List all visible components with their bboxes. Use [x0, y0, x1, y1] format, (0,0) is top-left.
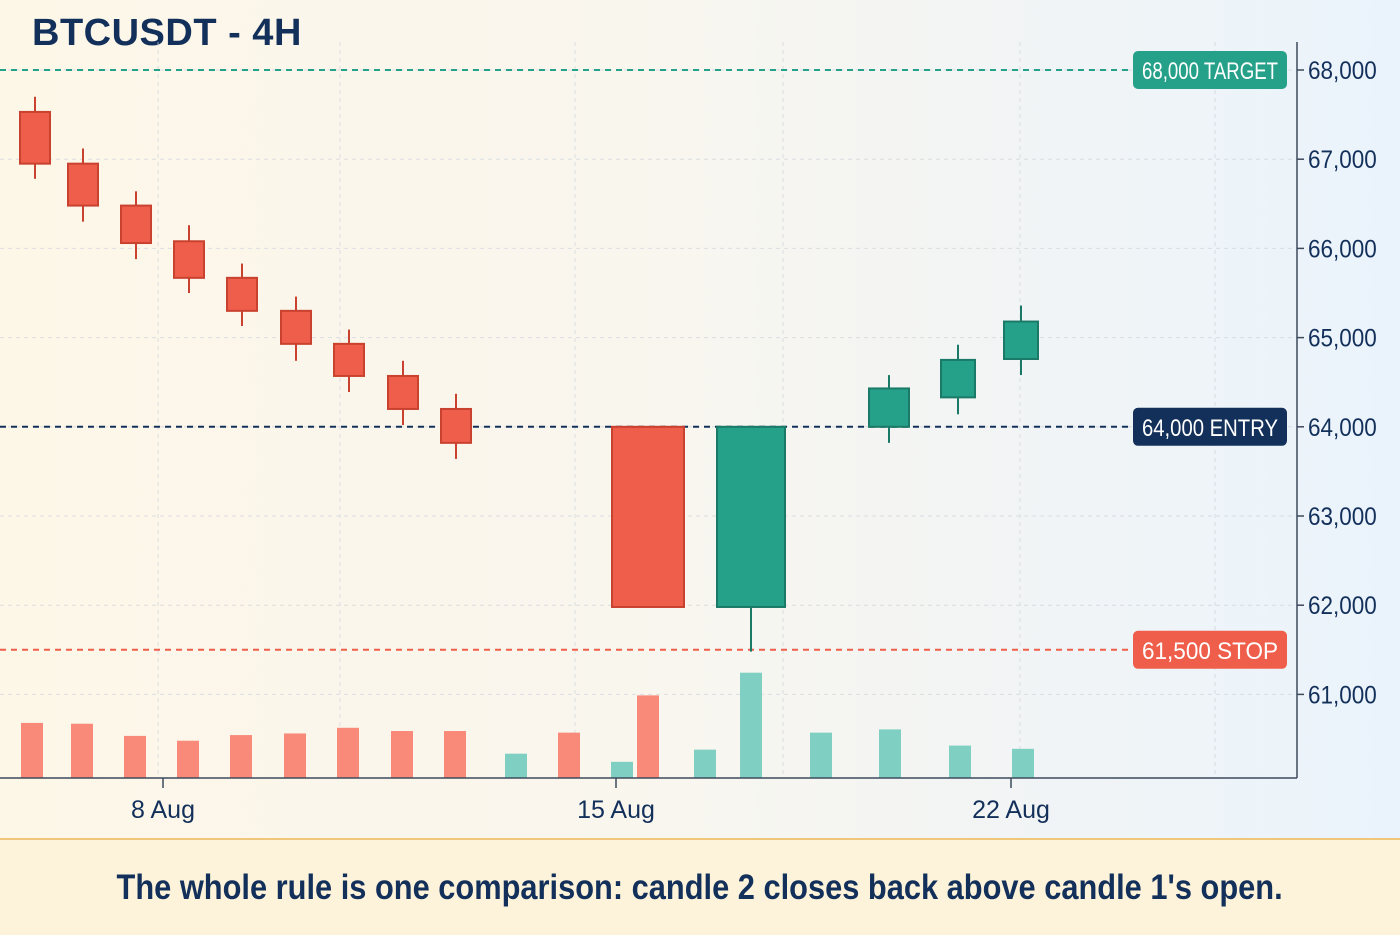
- candle-body: [333, 342, 365, 377]
- target-label-text: 68,000 TARGET: [1142, 58, 1278, 85]
- volume-bar: [124, 735, 146, 778]
- candle: [611, 425, 685, 608]
- y-tick-label: 65,000: [1308, 325, 1377, 353]
- grid: [0, 42, 1297, 778]
- level-lines: [0, 69, 1130, 651]
- y-tick-label: 62,000: [1308, 592, 1377, 620]
- volume-bar: [949, 745, 971, 778]
- volume-bar: [21, 722, 43, 778]
- volume-bar: [558, 732, 580, 778]
- candle: [67, 148, 99, 222]
- volume-bar: [879, 729, 901, 778]
- stop-label-box: [1133, 630, 1287, 669]
- caption-box: The whole rule is one comparison: candle…: [0, 838, 1400, 935]
- candle: [716, 425, 786, 652]
- volume-bar: [444, 731, 466, 778]
- stop-label: 61,500 STOP: [1133, 630, 1287, 669]
- volume-bar: [637, 695, 659, 778]
- candle-body: [120, 204, 152, 245]
- candle: [226, 263, 258, 327]
- y-tick-label: 66,000: [1308, 235, 1377, 263]
- candle: [1003, 305, 1039, 376]
- candle: [387, 360, 419, 426]
- candle-body: [940, 358, 976, 399]
- volume-bar: [337, 727, 359, 778]
- volume-bar: [740, 672, 762, 778]
- volume-bar: [694, 749, 716, 778]
- volume-bar: [230, 735, 252, 778]
- chart-title: BTCUSDT - 4H: [32, 12, 302, 54]
- y-tick-label: 63,000: [1308, 503, 1377, 531]
- y-tick-label: 68,000: [1308, 57, 1377, 85]
- candle-body: [440, 407, 472, 444]
- candle: [19, 96, 51, 179]
- candle: [440, 393, 472, 459]
- stop-label-text: 61,500 STOP: [1142, 638, 1278, 665]
- volume-bar: [284, 733, 306, 778]
- candle-body: [19, 110, 51, 165]
- candle-body: [173, 240, 205, 279]
- x-tick-label: 15 Aug: [577, 796, 655, 824]
- candle-body: [611, 425, 685, 608]
- candle: [940, 344, 976, 415]
- candle: [333, 329, 365, 393]
- x-tick-label: 8 Aug: [131, 796, 195, 824]
- volume-bar: [505, 753, 527, 778]
- y-tick-label: 67,000: [1308, 146, 1377, 174]
- candle-body: [226, 276, 258, 312]
- candles: [19, 96, 1039, 652]
- volume-bars: [21, 672, 1034, 778]
- candle: [173, 225, 205, 293]
- candle-body: [716, 425, 786, 608]
- candle-body: [387, 374, 419, 410]
- volume-bar: [177, 740, 199, 778]
- volume-bar: [391, 731, 413, 778]
- volume-bar: [810, 732, 832, 778]
- entry-label-text: 64,000 ENTRY: [1142, 415, 1278, 442]
- candle-body: [868, 387, 910, 428]
- candle-body: [280, 309, 312, 345]
- target-label-box: [1133, 51, 1287, 89]
- y-tick-label: 61,000: [1308, 681, 1377, 709]
- x-tick-label: 22 Aug: [972, 796, 1050, 824]
- caption-text: The whole rule is one comparison: candle…: [116, 867, 1284, 907]
- entry-label-box: [1133, 407, 1287, 446]
- candle-body: [1003, 320, 1039, 361]
- candle: [868, 375, 910, 443]
- candle-body: [67, 162, 99, 207]
- candle: [280, 296, 312, 361]
- target-label: 68,000 TARGET: [1133, 51, 1287, 89]
- candle: [120, 191, 152, 260]
- y-tick-label: 64,000: [1308, 414, 1377, 442]
- volume-bar: [71, 723, 93, 778]
- volume-bar: [611, 761, 633, 778]
- volume-bar: [1012, 748, 1034, 778]
- entry-label: 64,000 ENTRY: [1133, 407, 1287, 446]
